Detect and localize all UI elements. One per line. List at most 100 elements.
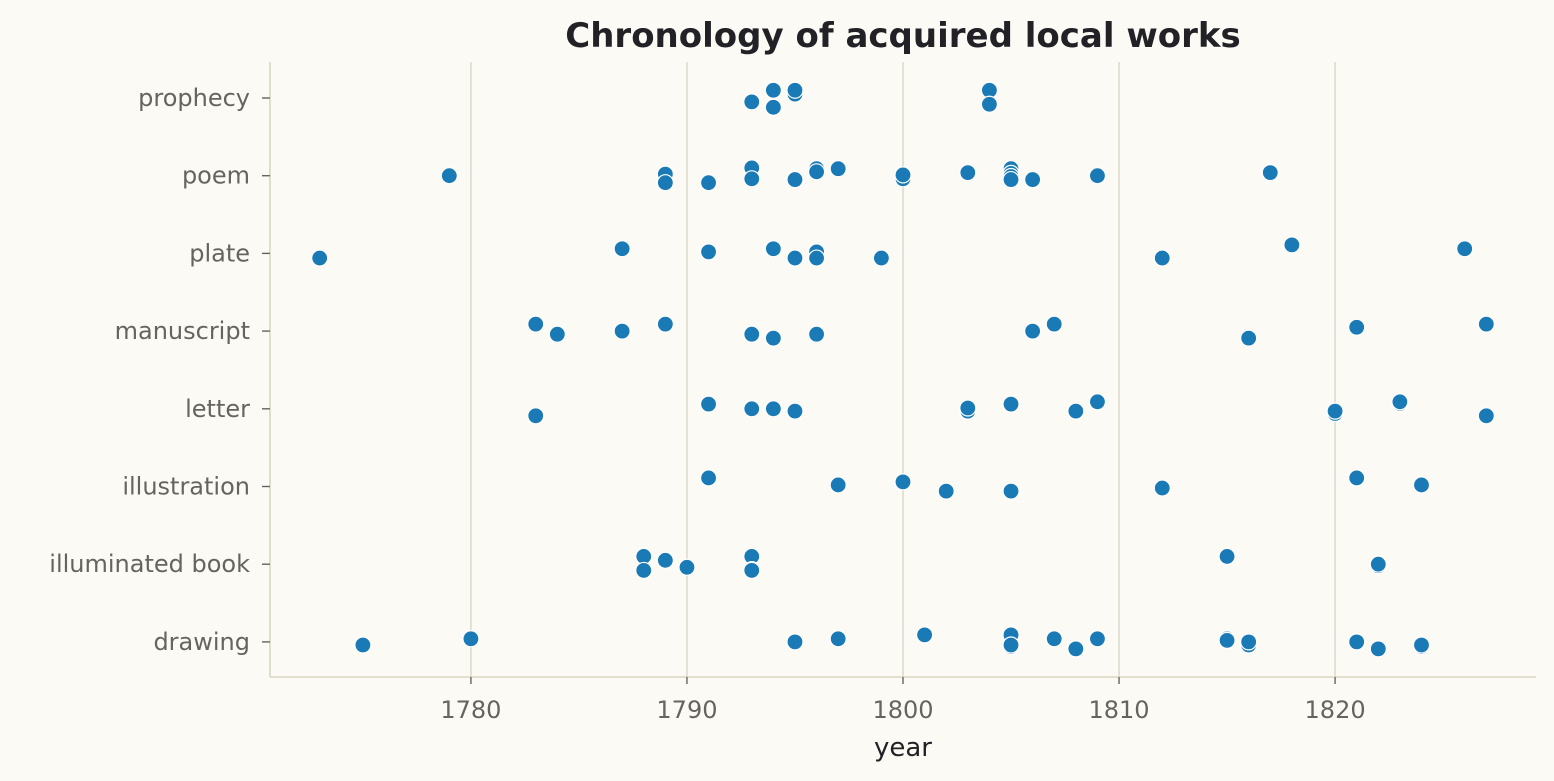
x-tick-label-1800: 1800 [872,696,933,724]
point-prophecy-1794 [764,81,782,99]
chart-title: Chronology of acquired local works [565,16,1240,56]
point-manuscript-1796 [807,325,826,343]
point-poem-1817 [1261,163,1279,182]
point-prophecy-1793 [743,93,761,111]
point-drawing-1821 [1348,633,1366,651]
point-manuscript-1787 [613,322,631,340]
point-illustration-1797 [829,476,847,494]
point-poem-1800 [894,166,912,184]
point-illustration-1812 [1153,479,1171,497]
axes: 1780 1790 1800 1810 1820 drawing illuminated b… [49,62,1536,724]
point-illuminated-book-1789 [656,551,674,569]
point-letter-1808 [1067,402,1085,420]
y-tick-label-drawing: drawing [153,628,250,656]
point-letter-1783 [527,407,545,425]
point-poem-1806 [1024,170,1042,189]
point-manuscript-1783 [527,315,545,333]
point-drawing-1808 [1067,640,1085,658]
point-plate-1791 [699,243,718,261]
point-drawing-1816 [1240,633,1258,651]
point-illustration-1802 [937,482,955,500]
point-manuscript-1807 [1045,315,1063,333]
point-illustration-1791 [699,469,718,487]
point-drawing-1807 [1045,630,1063,648]
point-letter-1827 [1477,407,1495,425]
point-prophecy-1795 [786,81,804,99]
x-tick-label-1790: 1790 [656,696,717,724]
point-plate-1796 [807,249,826,267]
point-illuminated-book-1822 [1369,555,1387,573]
point-drawing-1780 [462,630,480,648]
point-manuscript-1827 [1477,315,1495,333]
point-illustration-1824 [1412,476,1431,494]
y-tick-label-illustration: illustration [122,473,250,501]
point-drawing-1822 [1369,640,1387,658]
x-axis-label: year [874,733,932,763]
point-illustration-1821 [1348,469,1366,487]
point-drawing-1805 [1002,636,1020,654]
point-illustration-1805 [1002,482,1020,500]
point-letter-1809 [1088,393,1107,411]
point-manuscript-1821 [1348,318,1366,336]
point-manuscript-1794 [764,329,782,347]
point-poem-1779 [440,167,458,185]
y-tick-label-letter: letter [185,395,250,423]
point-illuminated-book-1815 [1218,547,1236,566]
point-letter-1803 [959,399,977,417]
point-plate-1826 [1456,240,1474,258]
point-poem-1789 [656,174,674,192]
point-illustration-1800 [894,473,912,491]
point-drawing-1824 [1412,636,1431,654]
point-letter-1791 [699,395,718,413]
point-letter-1795 [786,402,804,420]
point-drawing-1809 [1088,630,1107,648]
point-letter-1793 [743,400,761,418]
point-drawing-1815 [1218,631,1236,649]
point-plate-1818 [1283,236,1301,254]
point-plate-1794 [764,240,782,258]
point-illuminated-book-1788 [635,561,653,580]
point-plate-1812 [1153,249,1171,267]
point-prophecy-1794 [764,98,782,116]
point-poem-1793 [743,170,761,188]
y-tick-label-illuminated-book: illuminated book [49,550,250,578]
point-letter-1823 [1391,393,1409,411]
point-drawing-1797 [829,630,847,648]
point-manuscript-1793 [743,325,761,343]
y-tick-label-poem: poem [182,162,250,190]
point-poem-1803 [959,163,977,182]
data-points [311,81,1495,658]
point-poem-1805 [1002,170,1020,189]
point-manuscript-1784 [548,325,566,343]
y-tick-label-plate: plate [189,239,250,267]
point-manuscript-1806 [1024,322,1042,340]
point-plate-1795 [786,249,804,267]
point-letter-1820 [1326,402,1344,420]
point-plate-1787 [613,240,631,258]
point-drawing-1795 [786,633,804,651]
point-poem-1795 [786,170,804,189]
x-tick-label-1820: 1820 [1305,696,1366,724]
point-drawing-1801 [916,626,934,644]
point-plate-1799 [872,249,890,267]
y-tick-label-manuscript: manuscript [115,317,250,345]
point-letter-1805 [1002,395,1020,413]
point-drawing-1775 [354,636,372,654]
x-tick-label-1810: 1810 [1089,696,1150,724]
point-poem-1796 [807,163,826,181]
y-tick-label-prophecy: prophecy [138,84,250,112]
point-poem-1797 [829,160,847,178]
point-manuscript-1816 [1240,329,1258,347]
point-plate-1773 [311,249,329,267]
point-illuminated-book-1790 [678,558,696,576]
point-prophecy-1804 [980,95,999,113]
point-manuscript-1789 [656,315,674,333]
point-letter-1794 [764,400,782,418]
x-tick-label-1780: 1780 [440,696,501,724]
point-poem-1791 [699,174,718,192]
point-illuminated-book-1793 [743,561,761,580]
point-poem-1809 [1088,167,1107,185]
